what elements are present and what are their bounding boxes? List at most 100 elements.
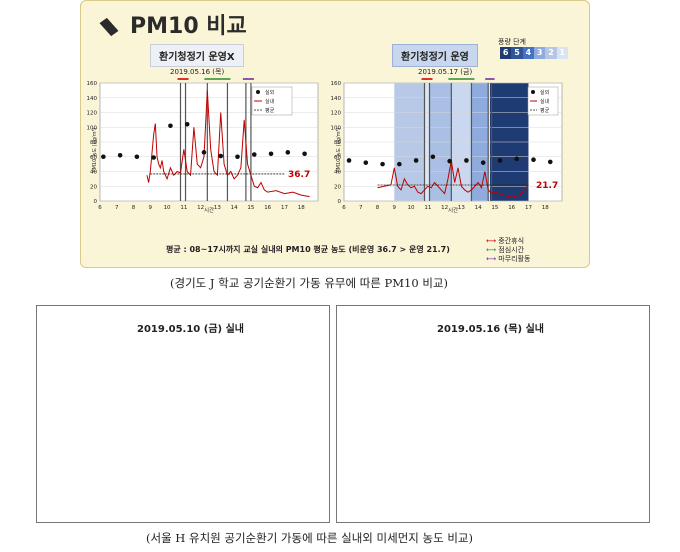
bottom-left-box bbox=[36, 305, 330, 523]
y-axis-label: PM10 농도 (ug/m³) bbox=[92, 128, 98, 173]
x-tick-label: 18 bbox=[542, 205, 549, 211]
x-tick-label: 14 bbox=[475, 205, 482, 211]
legend-indoor-text: 실내 bbox=[540, 98, 550, 105]
x-tick-label: 18 bbox=[298, 205, 305, 211]
average-note: 평균 : 08~17시까지 교실 실내의 PM10 평균 농도 (비운영 36.… bbox=[166, 245, 450, 254]
x-axis-label: 시간 bbox=[448, 206, 458, 214]
x-tick-label: 13 bbox=[458, 205, 465, 211]
outdoor-point bbox=[268, 151, 274, 157]
legend-finish: ⟷ 마무리활동 bbox=[486, 254, 530, 264]
bottom-right-box bbox=[336, 305, 650, 523]
outdoor-point bbox=[547, 159, 553, 165]
y-tick-label: 0 bbox=[94, 199, 98, 205]
x-tick-label: 6 bbox=[98, 205, 102, 211]
legend-lunch-label: 점심시간 bbox=[498, 246, 525, 254]
y-tick-label: 40 bbox=[90, 170, 97, 176]
y-tick-label: 60 bbox=[90, 155, 97, 161]
average-label: 36.7 bbox=[288, 170, 310, 180]
x-tick-label: 16 bbox=[264, 205, 271, 211]
y-tick-label: 120 bbox=[331, 111, 342, 117]
caption-1: (경기도 J 학교 공기순환기 가동 유무에 따른 PM10 비교) bbox=[170, 276, 448, 290]
outdoor-point bbox=[380, 161, 385, 167]
outdoor-point bbox=[346, 158, 352, 163]
outdoor-point bbox=[430, 154, 436, 160]
intensity-level: 6 bbox=[500, 47, 512, 59]
date-label: 2019.05.17 (금) bbox=[418, 68, 472, 76]
outdoor-point bbox=[397, 161, 402, 167]
x-tick-label: 11 bbox=[180, 205, 187, 211]
outdoor-point bbox=[464, 158, 469, 163]
intensity-scale: 6 5 4 3 2 1 bbox=[500, 47, 568, 59]
outdoor-point bbox=[101, 154, 106, 160]
y-tick-label: 0 bbox=[338, 199, 342, 205]
outdoor-point bbox=[480, 160, 486, 165]
x-tick-label: 10 bbox=[408, 205, 415, 211]
outdoor-point bbox=[184, 122, 190, 127]
outdoor-point bbox=[235, 154, 240, 160]
outdoor-point bbox=[531, 157, 536, 162]
x-tick-label: 6 bbox=[342, 205, 346, 211]
x-tick-label: 8 bbox=[132, 205, 136, 211]
outdoor-point bbox=[497, 158, 503, 163]
x-tick-label: 8 bbox=[376, 205, 380, 211]
bottom-right-title: 2019.05.16 (목) 실내 bbox=[437, 324, 544, 335]
y-tick-label: 80 bbox=[334, 140, 341, 146]
outdoor-point bbox=[117, 152, 123, 158]
outdoor-point bbox=[134, 154, 140, 160]
y-tick-label: 140 bbox=[331, 96, 342, 102]
x-tick-label: 9 bbox=[393, 205, 397, 211]
legend-break: ⟷ 중간휴식 bbox=[486, 236, 524, 246]
outdoor-point bbox=[168, 123, 173, 129]
x-tick-label: 9 bbox=[149, 205, 153, 211]
lunch-arrow-icon: ⟷ bbox=[486, 246, 499, 254]
y-tick-label: 60 bbox=[334, 155, 341, 161]
outdoor-point bbox=[413, 158, 419, 163]
legend-outdoor-marker bbox=[256, 90, 260, 94]
y-tick-label: 20 bbox=[334, 184, 341, 190]
panel-title-text: PM10 비교 bbox=[130, 14, 247, 39]
intensity-level: 2 bbox=[545, 47, 557, 59]
indoor-line bbox=[377, 160, 529, 198]
legend-break-label: 중간휴식 bbox=[498, 237, 525, 245]
y-tick-label: 140 bbox=[87, 96, 98, 102]
break-arrow-icon: ⟷ bbox=[486, 237, 499, 245]
x-tick-label: 17 bbox=[281, 205, 288, 211]
legend-outdoor-marker bbox=[531, 90, 535, 94]
outdoor-point bbox=[251, 152, 257, 157]
caption-2: (서울 H 유치원 공기순환기 가동에 따른 실내외 미세먼지 농도 비교) bbox=[146, 531, 473, 545]
y-axis-label: PM10 농도 (ug/m³) bbox=[336, 128, 342, 173]
x-tick-label: 15 bbox=[491, 205, 498, 211]
y-tick-label: 80 bbox=[90, 140, 97, 146]
legend-finish-label: 마무리활동 bbox=[498, 255, 531, 263]
intensity-level: 3 bbox=[533, 47, 546, 59]
panel-title: PM10 비교 bbox=[96, 8, 247, 40]
y-tick-label: 20 bbox=[90, 184, 97, 190]
x-tick-label: 17 bbox=[525, 205, 532, 211]
legend-outdoor-text: 실외 bbox=[540, 89, 549, 96]
legend-outdoor-text: 실외 bbox=[265, 89, 274, 96]
x-tick-label: 15 bbox=[247, 205, 254, 211]
left-chart-title: 환기청정기 운영X bbox=[150, 44, 244, 67]
x-tick-label: 11 bbox=[424, 205, 431, 211]
finish-arrow-icon: ⟷ bbox=[486, 255, 499, 263]
legend-avg-text: 평균 bbox=[540, 107, 550, 114]
right-chart-title: 환기청정기 운영 bbox=[392, 44, 478, 67]
x-tick-label: 16 bbox=[508, 205, 515, 211]
x-tick-label: 7 bbox=[115, 205, 119, 211]
y-tick-label: 160 bbox=[87, 81, 98, 87]
x-tick-label: 14 bbox=[231, 205, 238, 211]
outdoor-point bbox=[151, 155, 156, 160]
x-tick-label: 13 bbox=[214, 205, 221, 211]
y-tick-label: 100 bbox=[331, 125, 342, 131]
outdoor-point bbox=[201, 150, 207, 155]
x-tick-label: 12 bbox=[441, 205, 448, 211]
y-tick-label: 100 bbox=[87, 125, 98, 131]
bottom-left-title: 2019.05.10 (금) 실내 bbox=[137, 324, 244, 335]
legend-avg-text: 평균 bbox=[265, 107, 275, 114]
x-tick-label: 7 bbox=[359, 205, 363, 211]
average-label: 21.7 bbox=[536, 181, 558, 191]
y-tick-label: 160 bbox=[331, 81, 342, 87]
outdoor-point bbox=[447, 158, 452, 164]
x-tick-label: 10 bbox=[164, 205, 171, 211]
y-tick-label: 40 bbox=[334, 170, 341, 176]
